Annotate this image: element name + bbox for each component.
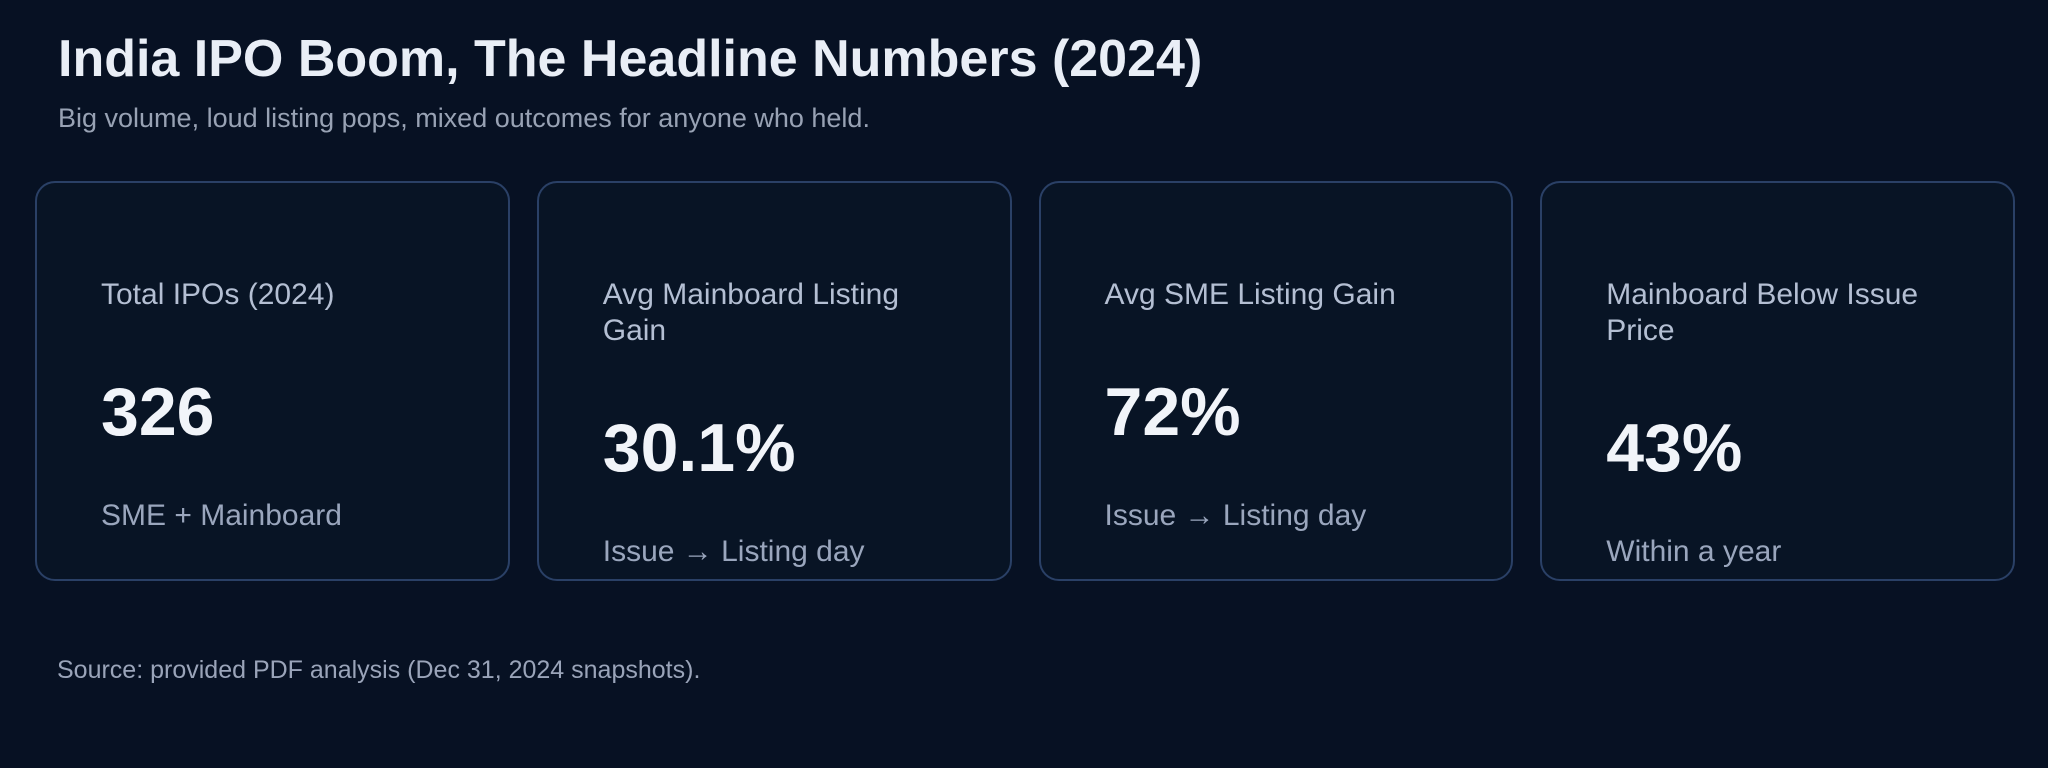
kpi-card: Avg Mainboard Listing Gain 30.1% Issue →…	[536, 181, 1012, 582]
kpi-card-caption: SME + Mainboard	[101, 498, 342, 532]
kpi-card-label: Avg Mainboard Listing Gain	[602, 278, 900, 348]
kpi-cards-row: Total IPOs (2024) 326 SME + Mainboard Av…	[35, 181, 2015, 582]
kpi-card-value: 72%	[1104, 374, 1241, 451]
kpi-card-caption: Issue → Listing day	[1104, 498, 1367, 532]
kpi-card-value: 43%	[1606, 410, 1743, 487]
kpi-card-caption: Issue → Listing day	[602, 534, 865, 568]
kpi-card: Avg SME Listing Gain 72% Issue → Listing…	[1038, 181, 1514, 582]
kpi-card-label: Mainboard Below Issue Price	[1606, 278, 1919, 348]
ipo-headline-dashboard: India IPO Boom, The Headline Numbers (20…	[0, 0, 2048, 685]
header: India IPO Boom, The Headline Numbers (20…	[0, 0, 2048, 134]
page-title: India IPO Boom, The Headline Numbers (20…	[58, 30, 1203, 88]
kpi-card: Total IPOs (2024) 326 SME + Mainboard	[35, 181, 510, 582]
footer: Source: provided PDF analysis (Dec 31, 2…	[57, 656, 1990, 685]
page-subtitle: Big volume, loud listing pops, mixed out…	[58, 102, 870, 133]
kpi-card-value: 326	[101, 374, 215, 451]
kpi-card-value: 30.1%	[602, 410, 796, 487]
kpi-card-label: Total IPOs (2024)	[101, 278, 335, 312]
kpi-card-caption: Within a year	[1606, 534, 1782, 568]
kpi-card: Mainboard Below Issue Price 43% Within a…	[1540, 181, 2015, 582]
kpi-card-label: Avg SME Listing Gain	[1104, 278, 1396, 312]
source-note: Source: provided PDF analysis (Dec 31, 2…	[57, 656, 701, 685]
